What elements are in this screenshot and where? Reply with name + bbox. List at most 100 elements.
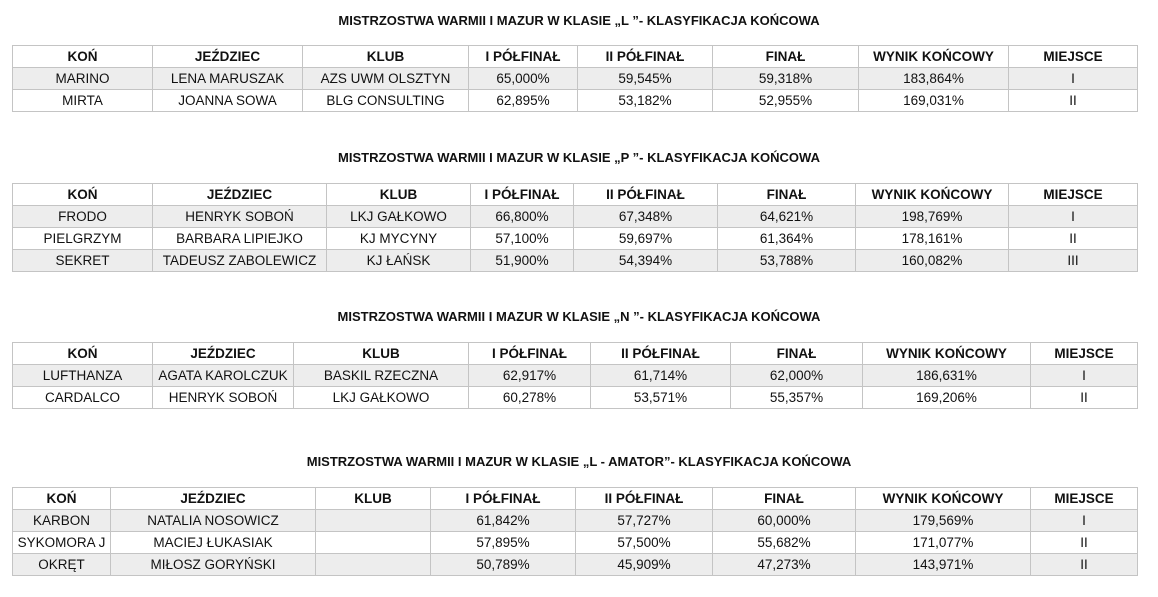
header-cell: II PÓŁFINAŁ — [573, 183, 718, 206]
cell: 62,895% — [468, 89, 578, 112]
cell: 198,769% — [855, 205, 1009, 228]
cell: II — [1008, 227, 1138, 250]
header-cell: I PÓŁFINAŁ — [468, 45, 578, 68]
header-cell: KOŃ — [12, 487, 111, 510]
cell: OKRĘT — [12, 553, 111, 576]
cell: AGATA KAROLCZUK — [152, 364, 294, 387]
header-cell: II PÓŁFINAŁ — [590, 342, 731, 365]
cell: 169,031% — [858, 89, 1009, 112]
cell: II — [1030, 531, 1138, 554]
header-cell: KLUB — [315, 487, 431, 510]
cell: LKJ GAŁKOWO — [326, 205, 471, 228]
cell: 65,000% — [468, 67, 578, 90]
header-cell: MIEJSCE — [1030, 342, 1138, 365]
cell: 57,727% — [575, 509, 713, 532]
cell: 179,569% — [855, 509, 1031, 532]
cell: III — [1008, 249, 1138, 272]
cell: 50,789% — [430, 553, 576, 576]
header-cell: I PÓŁFINAŁ — [470, 183, 574, 206]
cell: 52,955% — [712, 89, 859, 112]
cell: 61,842% — [430, 509, 576, 532]
cell: 55,357% — [730, 386, 863, 409]
header-cell: KLUB — [302, 45, 469, 68]
cell: 57,100% — [470, 227, 574, 250]
header-cell: KOŃ — [12, 183, 153, 206]
header-cell: FINAŁ — [717, 183, 856, 206]
cell: HENRYK SOBOŃ — [152, 386, 294, 409]
cell: LENA MARUSZAK — [152, 67, 303, 90]
cell: 183,864% — [858, 67, 1009, 90]
cell: KJ MYCYNY — [326, 227, 471, 250]
cell: FRODO — [12, 205, 153, 228]
cell: 64,621% — [717, 205, 856, 228]
cell: NATALIA NOSOWICZ — [110, 509, 316, 532]
cell: MARINO — [12, 67, 153, 90]
cell: 59,697% — [573, 227, 718, 250]
cell: 57,500% — [575, 531, 713, 554]
header-cell: II PÓŁFINAŁ — [575, 487, 713, 510]
header-cell: WYNIK KOŃCOWY — [858, 45, 1009, 68]
cell: 171,077% — [855, 531, 1031, 554]
header-row: KOŃ JEŹDZIEC KLUB I PÓŁFINAŁ II PÓŁFINAŁ FINA… — [12, 183, 1138, 206]
header-cell: KOŃ — [12, 342, 153, 365]
cell: CARDALCO — [12, 386, 153, 409]
cell: JOANNA SOWA — [152, 89, 303, 112]
cell: BARBARA LIPIEJKO — [152, 227, 327, 250]
section-title: MISTRZOSTWA WARMII I MAZUR W KLASIE „P ”… — [338, 150, 820, 165]
header-cell: MIEJSCE — [1030, 487, 1138, 510]
cell: SEKRET — [12, 249, 153, 272]
header-cell: FINAŁ — [730, 342, 863, 365]
data-row: PIELGRZYM BARBARA LIPIEJKO KJ MYCYNY 57,100… — [12, 227, 1138, 250]
header-row: KOŃ JEŹDZIEC KLUB I PÓŁFINAŁ II PÓŁFINAŁ FINA… — [12, 342, 1138, 365]
data-row: MIRTA JOANNA SOWA BLG CONSULTING 62,895% 53,… — [12, 89, 1138, 112]
cell: 59,545% — [577, 67, 713, 90]
results-table: KOŃ JEŹDZIEC KLUB I PÓŁFINAŁ II PÓŁFINAŁ FINA… — [12, 45, 1138, 112]
header-cell: JEŹDZIEC — [152, 183, 327, 206]
empty-cell — [315, 553, 431, 576]
cell: BASKIL RZECZNA — [293, 364, 469, 387]
data-row: CARDALCO HENRYK SOBOŃ LKJ GAŁKOWO 60,278% 53… — [12, 386, 1138, 409]
header-cell: KLUB — [326, 183, 471, 206]
cell: HENRYK SOBOŃ — [152, 205, 327, 228]
results-table: KOŃ JEŹDZIEC KLUB I PÓŁFINAŁ II PÓŁFINAŁ FINA… — [12, 487, 1138, 576]
header-row: KOŃ JEŹDZIEC KLUB I PÓŁFINAŁ II PÓŁFINAŁ FINA… — [12, 45, 1138, 68]
cell: I — [1030, 364, 1138, 387]
data-row: MARINO LENA MARUSZAK AZS UWM OLSZTYN 65,000… — [12, 67, 1138, 90]
cell: 57,895% — [430, 531, 576, 554]
results-table: KOŃ JEŹDZIEC KLUB I PÓŁFINAŁ II PÓŁFINAŁ FINA… — [12, 342, 1138, 409]
cell: 53,182% — [577, 89, 713, 112]
cell: 54,394% — [573, 249, 718, 272]
cell: 45,909% — [575, 553, 713, 576]
header-cell: MIEJSCE — [1008, 183, 1138, 206]
cell: 186,631% — [862, 364, 1031, 387]
cell: II — [1030, 386, 1138, 409]
cell: 61,714% — [590, 364, 731, 387]
empty-cell — [315, 509, 431, 532]
cell: MIRTA — [12, 89, 153, 112]
cell: II — [1030, 553, 1138, 576]
header-cell: WYNIK KOŃCOWY — [855, 183, 1009, 206]
cell: I — [1008, 67, 1138, 90]
cell: 60,000% — [712, 509, 856, 532]
cell: 60,278% — [468, 386, 591, 409]
cell: KARBON — [12, 509, 111, 532]
empty-cell — [315, 531, 431, 554]
data-row: FRODO HENRYK SOBOŃ LKJ GAŁKOWO 66,800% 67,34… — [12, 205, 1138, 228]
data-row: LUFTHANZA AGATA KAROLCZUK BASKIL RZECZNA 62… — [12, 364, 1138, 387]
data-row: OKRĘT MIŁOSZ GORYŃSKI 50,789% 45,909% 47,273… — [12, 553, 1138, 576]
header-cell: KLUB — [293, 342, 469, 365]
header-cell: MIEJSCE — [1008, 45, 1138, 68]
cell: 62,000% — [730, 364, 863, 387]
section-title: MISTRZOSTWA WARMII I MAZUR W KLASIE „N ”… — [337, 309, 821, 324]
cell: 47,273% — [712, 553, 856, 576]
cell: 143,971% — [855, 553, 1031, 576]
cell: I — [1030, 509, 1138, 532]
cell: II — [1008, 89, 1138, 112]
header-cell: JEŹDZIEC — [152, 342, 294, 365]
cell: 53,571% — [590, 386, 731, 409]
results-table: KOŃ JEŹDZIEC KLUB I PÓŁFINAŁ II PÓŁFINAŁ FINA… — [12, 183, 1138, 272]
cell: 67,348% — [573, 205, 718, 228]
cell: I — [1008, 205, 1138, 228]
cell: TADEUSZ ZABOLEWICZ — [152, 249, 327, 272]
